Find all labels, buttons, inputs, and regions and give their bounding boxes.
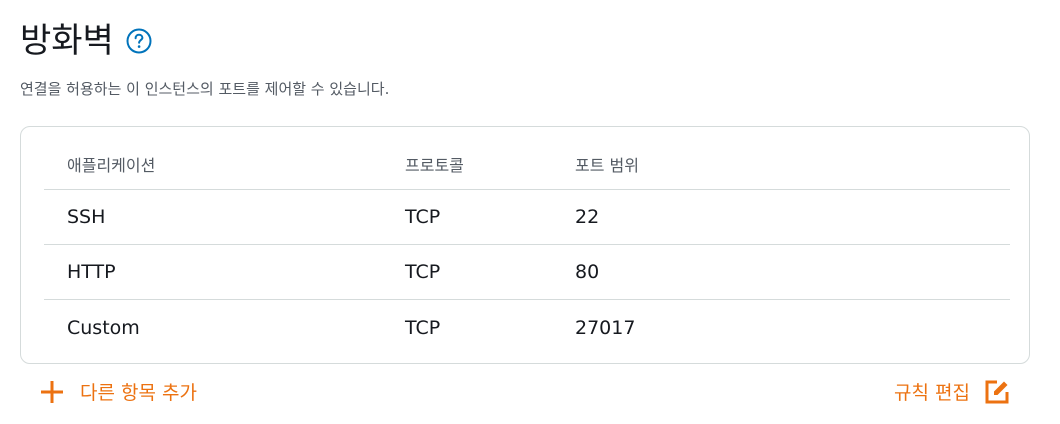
add-item-button[interactable]: 다른 항목 추가 <box>40 378 197 405</box>
cell-protocol: TCP <box>405 206 441 228</box>
column-header-protocol: 프로토콜 <box>405 156 464 175</box>
cell-protocol: TCP <box>405 316 441 339</box>
page-title: 방화벽 <box>20 21 114 61</box>
cell-application: SSH <box>67 206 106 228</box>
edit-icon <box>985 380 1009 403</box>
table-row: SSH TCP 22 <box>44 190 1010 245</box>
question-circle-icon[interactable] <box>126 28 152 54</box>
cell-port-range: 22 <box>575 206 600 228</box>
table-header-row: 애플리케이션 프로토콜 포트 범위 <box>44 127 1010 190</box>
firewall-rules-card: 애플리케이션 프로토콜 포트 범위 SSH TCP 22 HTTP TCP 80… <box>20 126 1030 364</box>
cell-application: HTTP <box>67 261 116 283</box>
edit-rules-button[interactable]: 규칙 편집 <box>894 378 1010 405</box>
column-header-application: 애플리케이션 <box>67 156 156 175</box>
plus-icon <box>41 380 63 403</box>
cell-protocol: TCP <box>405 261 441 283</box>
table-row: HTTP TCP 80 <box>44 245 1010 300</box>
edit-rules-label: 규칙 편집 <box>894 382 970 404</box>
column-header-port-range: 포트 범위 <box>575 156 639 175</box>
table-row: Custom TCP 27017 <box>44 300 1010 355</box>
firewall-rules-table: 애플리케이션 프로토콜 포트 범위 SSH TCP 22 HTTP TCP 80… <box>44 127 1010 355</box>
cell-port-range: 80 <box>575 261 600 283</box>
cell-port-range: 27017 <box>575 316 636 339</box>
add-item-label: 다른 항목 추가 <box>80 382 197 404</box>
section-header: 방화벽 <box>20 18 152 64</box>
section-description: 연결을 허용하는 이 인스턴스의 포트를 제어할 수 있습니다. <box>20 80 390 98</box>
cell-application: Custom <box>67 316 140 339</box>
